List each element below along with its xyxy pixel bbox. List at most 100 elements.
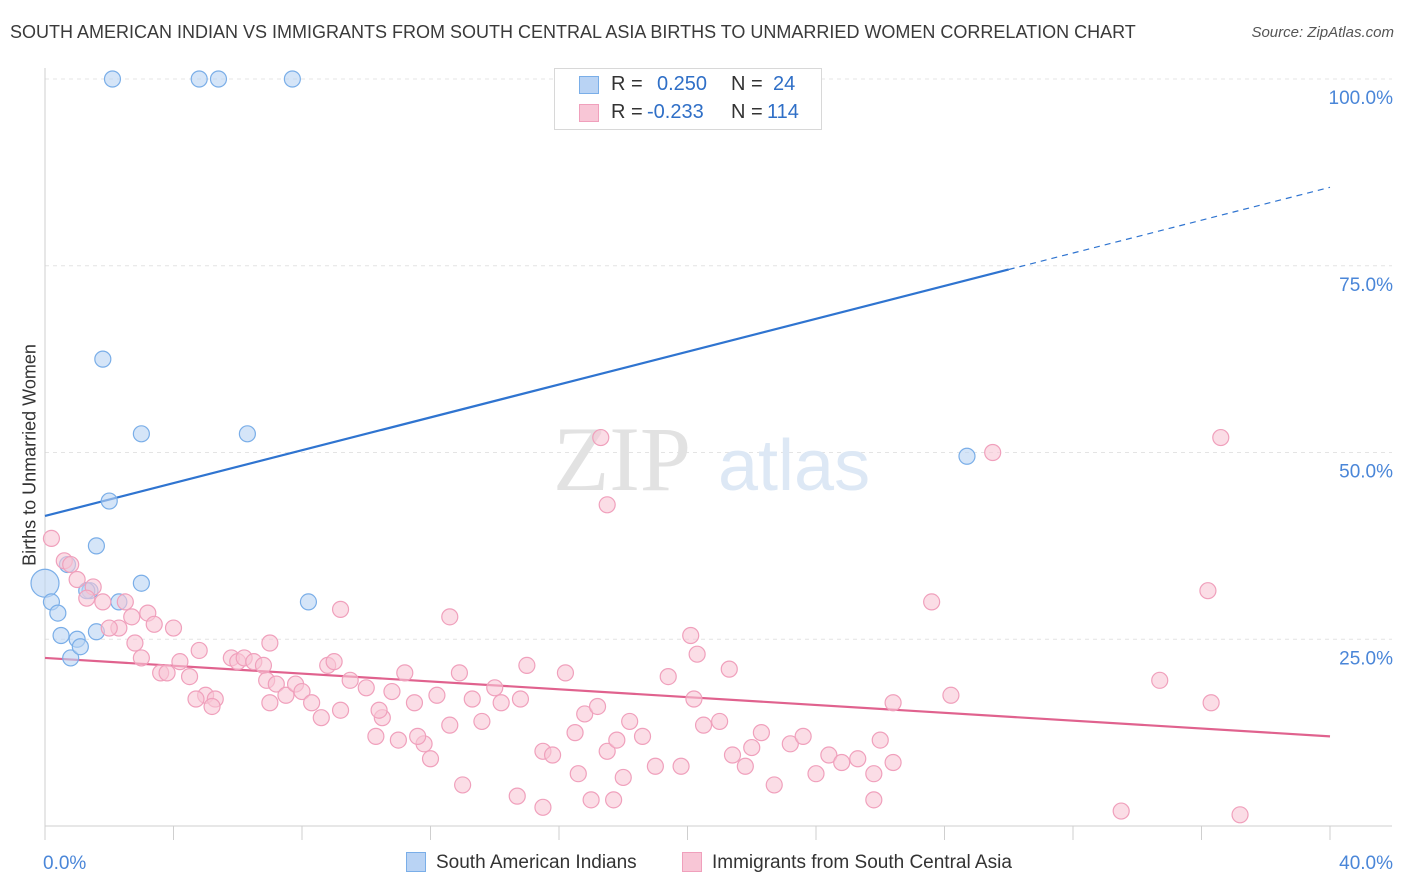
- point-immigrants-south-central-asia: [1151, 671, 1169, 689]
- watermark: ZIP atlas: [553, 408, 870, 510]
- point-immigrants-south-central-asia: [646, 757, 664, 775]
- point-immigrants-south-central-asia: [1231, 806, 1249, 824]
- point-immigrants-south-central-asia: [871, 731, 889, 749]
- point-immigrants-south-central-asia: [164, 619, 183, 637]
- point-immigrants-south-central-asia: [711, 712, 729, 731]
- point-immigrants-south-central-asia: [486, 679, 504, 697]
- point-immigrants-south-central-asia: [331, 600, 350, 618]
- point-immigrants-south-central-asia: [190, 641, 208, 660]
- legend-r-value: 0.250: [657, 73, 708, 95]
- trend-line-blue: [44, 268, 1010, 518]
- point-immigrants-south-central-asia: [126, 634, 144, 652]
- point-immigrants-south-central-asia: [492, 694, 510, 712]
- legend-n-value: 114: [767, 101, 799, 123]
- point-immigrants-south-central-asia: [1112, 802, 1130, 820]
- point-immigrants-south-central-asia: [473, 712, 491, 731]
- y-tick-label: 50.0%: [1339, 462, 1393, 483]
- point-south-american-indians: [71, 638, 89, 656]
- point-immigrants-south-central-asia: [367, 727, 385, 745]
- point-immigrants-south-central-asia: [605, 791, 623, 809]
- point-south-american-indians: [283, 70, 301, 88]
- legend-swatch-pink: [682, 852, 702, 872]
- point-immigrants-south-central-asia: [312, 709, 330, 727]
- point-immigrants-south-central-asia: [685, 690, 703, 708]
- point-immigrants-south-central-asia: [621, 712, 639, 731]
- point-immigrants-south-central-asia: [820, 746, 838, 764]
- legend-n-value: 24: [773, 73, 796, 95]
- point-immigrants-south-central-asia: [865, 791, 883, 809]
- point-immigrants-south-central-asia: [370, 701, 388, 719]
- point-immigrants-south-central-asia: [303, 694, 321, 712]
- point-immigrants-south-central-asia: [688, 645, 706, 663]
- point-immigrants-south-central-asia: [833, 753, 851, 772]
- point-immigrants-south-central-asia: [508, 787, 526, 805]
- point-immigrants-south-central-asia: [566, 724, 584, 742]
- point-immigrants-south-central-asia: [984, 443, 1002, 462]
- point-immigrants-south-central-asia: [592, 428, 610, 447]
- point-immigrants-south-central-asia: [884, 694, 902, 712]
- svg-text:atlas: atlas: [718, 426, 870, 506]
- point-immigrants-south-central-asia: [463, 690, 481, 708]
- point-south-american-indians: [103, 70, 122, 88]
- point-immigrants-south-central-asia: [518, 656, 536, 674]
- point-south-american-indians: [132, 425, 150, 443]
- point-immigrants-south-central-asia: [923, 593, 941, 611]
- point-immigrants-south-central-asia: [633, 727, 652, 745]
- point-immigrants-south-central-asia: [1212, 428, 1230, 447]
- legend-item-south-american-indians: South American Indians: [406, 852, 637, 876]
- point-immigrants-south-central-asia: [569, 765, 587, 783]
- point-immigrants-south-central-asia: [659, 667, 677, 686]
- legend-label: Immigrants from South Central Asia: [712, 852, 1012, 873]
- point-immigrants-south-central-asia: [145, 615, 163, 633]
- point-immigrants-south-central-asia: [576, 705, 594, 723]
- legend-r-label: R =: [611, 101, 643, 123]
- point-immigrants-south-central-asia: [78, 589, 96, 607]
- axes: [44, 68, 1392, 840]
- point-immigrants-south-central-asia: [454, 776, 472, 794]
- point-immigrants-south-central-asia: [588, 697, 607, 716]
- point-immigrants-south-central-asia: [1199, 582, 1217, 600]
- point-immigrants-south-central-asia: [720, 660, 738, 678]
- point-immigrants-south-central-asia: [383, 682, 401, 701]
- point-immigrants-south-central-asia: [293, 682, 311, 701]
- point-immigrants-south-central-asia: [672, 757, 690, 775]
- point-immigrants-south-central-asia: [781, 735, 799, 753]
- point-immigrants-south-central-asia: [132, 649, 150, 667]
- point-immigrants-south-central-asia: [884, 753, 902, 772]
- point-immigrants-south-central-asia: [158, 664, 176, 682]
- point-south-american-indians: [190, 70, 208, 88]
- point-immigrants-south-central-asia: [421, 750, 440, 768]
- point-immigrants-south-central-asia: [1202, 694, 1220, 712]
- point-immigrants-south-central-asia: [441, 716, 459, 734]
- legend-n-label: N =: [731, 73, 763, 95]
- point-immigrants-south-central-asia: [942, 686, 960, 704]
- point-south-american-indians: [209, 70, 228, 88]
- point-south-american-indians: [958, 447, 976, 465]
- point-immigrants-south-central-asia: [807, 765, 825, 783]
- point-immigrants-south-central-asia: [396, 664, 414, 682]
- point-immigrants-south-central-asia: [865, 765, 883, 783]
- legend-swatch-blue: [579, 76, 599, 94]
- point-immigrants-south-central-asia: [794, 727, 812, 745]
- point-immigrants-south-central-asia: [743, 738, 761, 757]
- point-south-american-indians: [30, 568, 60, 598]
- x-tick-label-min: 0.0%: [43, 853, 86, 874]
- point-immigrants-south-central-asia: [511, 690, 530, 708]
- y-axis-label: Births to Unmarried Women: [19, 344, 40, 566]
- point-immigrants-south-central-asia: [582, 791, 600, 809]
- x-tick-label-max: 40.0%: [1339, 853, 1393, 874]
- point-immigrants-south-central-asia: [765, 776, 783, 794]
- point-south-american-indians: [52, 626, 70, 645]
- point-immigrants-south-central-asia: [171, 653, 189, 671]
- point-immigrants-south-central-asia: [534, 798, 552, 816]
- point-immigrants-south-central-asia: [116, 593, 134, 611]
- point-south-american-indians: [87, 537, 106, 555]
- point-immigrants-south-central-asia: [187, 690, 205, 708]
- point-immigrants-south-central-asia: [752, 724, 770, 742]
- point-immigrants-south-central-asia: [723, 746, 742, 764]
- point-immigrants-south-central-asia: [614, 768, 632, 787]
- point-immigrants-south-central-asia: [203, 697, 221, 716]
- point-immigrants-south-central-asia: [556, 664, 575, 682]
- point-south-american-indians: [299, 593, 318, 611]
